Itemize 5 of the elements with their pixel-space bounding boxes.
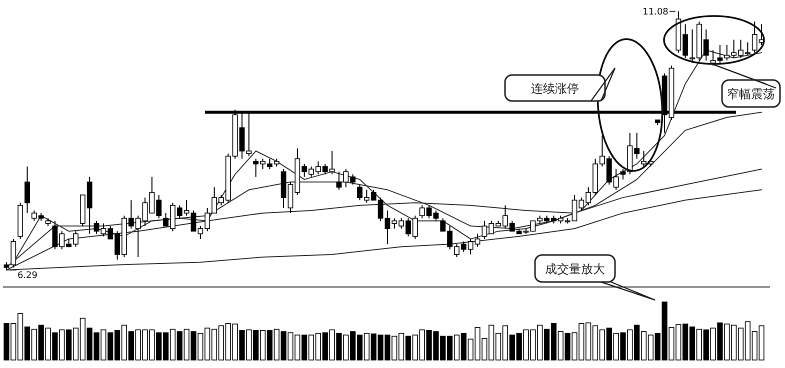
annotation: 6.29 xyxy=(17,271,38,281)
annotation: 窄幅震荡 xyxy=(727,87,775,101)
annotation: 成交量放大 xyxy=(545,262,605,276)
annotation: 11.08 xyxy=(642,7,669,18)
annotation: 连续涨停 xyxy=(531,82,579,96)
